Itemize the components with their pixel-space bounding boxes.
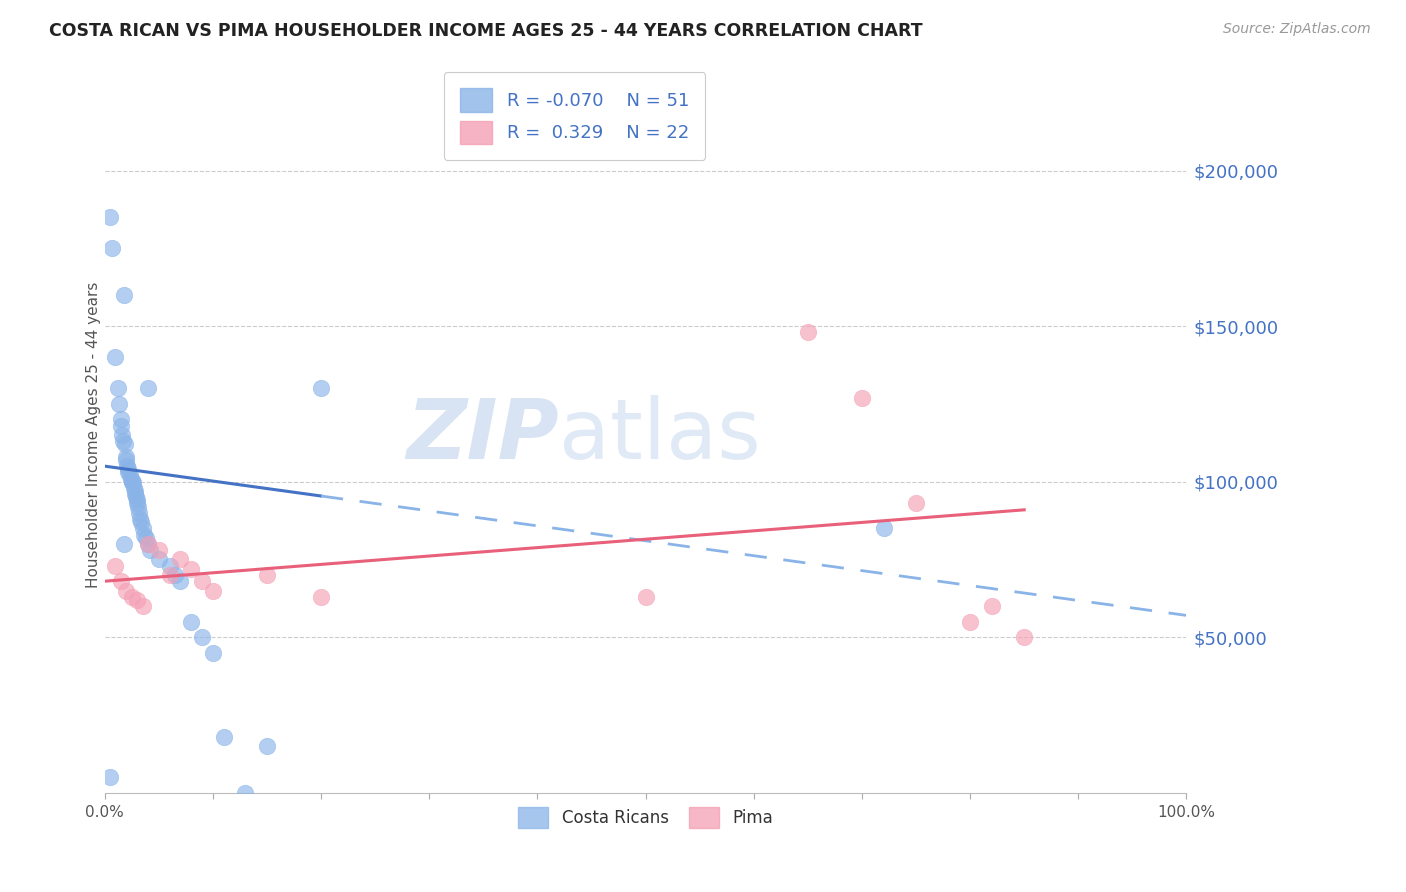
- Point: [256, 739, 278, 753]
- Point: [98, 211, 121, 225]
- Point: [98, 770, 121, 784]
- Point: [256, 568, 278, 582]
- Point: [127, 493, 149, 508]
- Point: [180, 562, 202, 576]
- Point: [159, 558, 181, 573]
- Point: [212, 730, 235, 744]
- Point: [125, 490, 148, 504]
- Point: [112, 434, 135, 449]
- Point: [122, 481, 145, 495]
- Point: [131, 599, 153, 613]
- Point: [121, 475, 143, 489]
- Point: [127, 496, 149, 510]
- Point: [797, 326, 820, 340]
- Point: [309, 590, 332, 604]
- Point: [127, 592, 149, 607]
- Point: [121, 475, 143, 489]
- Point: [191, 630, 214, 644]
- Point: [1012, 630, 1035, 644]
- Point: [124, 487, 146, 501]
- Point: [851, 391, 873, 405]
- Point: [104, 351, 127, 365]
- Point: [136, 537, 159, 551]
- Point: [233, 786, 256, 800]
- Point: [127, 500, 149, 514]
- Point: [131, 521, 153, 535]
- Point: [148, 543, 170, 558]
- Text: Source: ZipAtlas.com: Source: ZipAtlas.com: [1223, 22, 1371, 37]
- Point: [201, 583, 224, 598]
- Point: [136, 537, 159, 551]
- Point: [118, 468, 141, 483]
- Point: [111, 428, 134, 442]
- Point: [129, 512, 152, 526]
- Text: ZIP: ZIP: [406, 394, 560, 475]
- Point: [117, 462, 139, 476]
- Point: [135, 531, 157, 545]
- Point: [115, 450, 138, 464]
- Legend: Costa Ricans, Pima: Costa Ricans, Pima: [512, 801, 779, 834]
- Text: COSTA RICAN VS PIMA HOUSEHOLDER INCOME AGES 25 - 44 YEARS CORRELATION CHART: COSTA RICAN VS PIMA HOUSEHOLDER INCOME A…: [49, 22, 922, 40]
- Point: [104, 558, 127, 573]
- Point: [110, 412, 132, 426]
- Point: [169, 552, 191, 566]
- Point: [148, 552, 170, 566]
- Point: [121, 475, 143, 489]
- Point: [114, 437, 136, 451]
- Point: [124, 483, 146, 498]
- Point: [112, 288, 135, 302]
- Point: [309, 381, 332, 395]
- Y-axis label: Householder Income Ages 25 - 44 years: Householder Income Ages 25 - 44 years: [86, 282, 101, 588]
- Point: [115, 583, 138, 598]
- Point: [159, 568, 181, 582]
- Point: [139, 543, 162, 558]
- Point: [110, 574, 132, 589]
- Point: [201, 646, 224, 660]
- Point: [117, 459, 139, 474]
- Point: [191, 574, 214, 589]
- Point: [107, 381, 129, 395]
- Point: [128, 506, 150, 520]
- Point: [120, 472, 142, 486]
- Point: [110, 418, 132, 433]
- Point: [163, 568, 186, 582]
- Point: [872, 521, 894, 535]
- Point: [112, 537, 135, 551]
- Point: [980, 599, 1002, 613]
- Point: [959, 615, 981, 629]
- Point: [904, 496, 927, 510]
- Point: [107, 397, 129, 411]
- Point: [634, 590, 657, 604]
- Point: [121, 590, 143, 604]
- Point: [117, 466, 139, 480]
- Point: [180, 615, 202, 629]
- Point: [115, 453, 138, 467]
- Text: atlas: atlas: [560, 394, 761, 475]
- Point: [136, 381, 159, 395]
- Point: [131, 515, 153, 529]
- Point: [169, 574, 191, 589]
- Point: [101, 242, 124, 256]
- Point: [132, 527, 155, 541]
